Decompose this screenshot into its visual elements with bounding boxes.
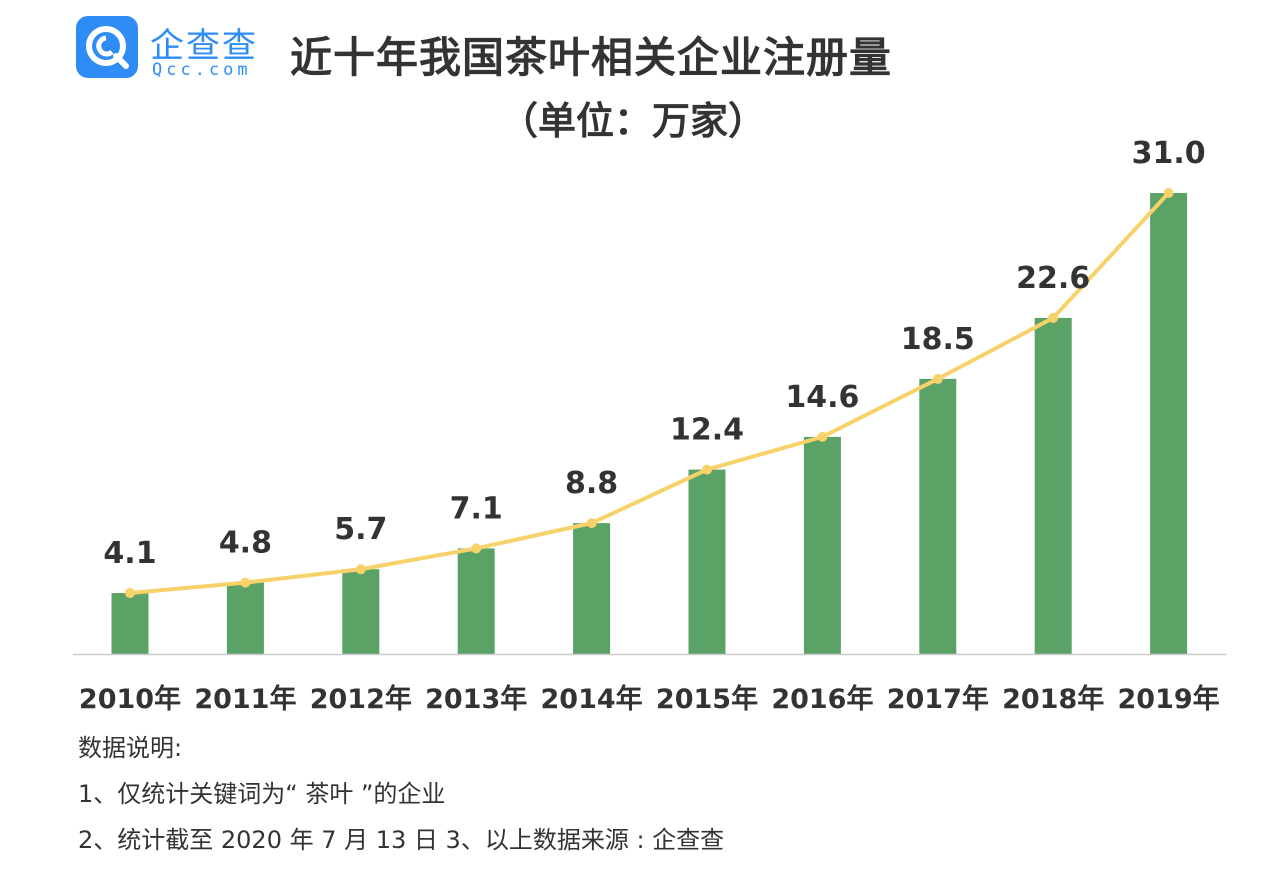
logo: 企查查 Qcc.com (76, 16, 276, 86)
note-item-2: 2、统计截至 2020 年 7 月 13 日 3、以上数据来源 : 企查查 (78, 826, 725, 854)
chart-title: 近十年我国茶叶相关企业注册量 (290, 33, 893, 82)
x-tick-label-3: 2013年 (425, 683, 527, 715)
bar-5 (688, 469, 726, 654)
value-label-1: 4.8 (219, 526, 272, 561)
bar-2 (342, 569, 380, 654)
logo-domain: Qcc.com (152, 60, 252, 80)
bar-chart: 4.1 4.8 5.7 7.1 8.8 12.4 14.6 18.5 22.6 31.0 2010年… (73, 136, 1226, 715)
bar-0 (111, 593, 149, 654)
bar-3 (457, 548, 495, 654)
value-label-9: 31.0 (1132, 136, 1206, 171)
chart-subtitle: （单位：万家） (500, 99, 767, 143)
trend-point-0 (125, 588, 135, 599)
trend-point-2 (355, 564, 366, 575)
qcc-logo-icon (76, 16, 138, 78)
bar-4 (573, 523, 611, 654)
x-tick-label-9: 2019年 (1118, 683, 1220, 715)
x-tick-label-8: 2018年 (1002, 683, 1104, 715)
value-label-6: 14.6 (785, 380, 859, 415)
trend-point-7 (932, 373, 943, 384)
value-label-5: 12.4 (670, 413, 744, 448)
value-label-4: 8.8 (565, 466, 618, 501)
bar-7 (919, 378, 957, 654)
trend-point-5 (702, 464, 712, 475)
value-label-8: 22.6 (1016, 261, 1090, 296)
trend-point-8 (1048, 312, 1059, 323)
trend-point-4 (586, 518, 597, 529)
trend-point-1 (240, 577, 251, 588)
x-tick-label-5: 2015年 (656, 683, 758, 715)
x-tick-label-2: 2012年 (310, 683, 412, 715)
logo-name: 企查查 (150, 26, 258, 66)
trend-line (129, 191, 1171, 596)
bar-8 (1034, 317, 1072, 654)
notes-heading: 数据说明: (78, 734, 183, 762)
x-tick-label-0: 2010年 (79, 683, 181, 715)
value-label-2: 5.7 (334, 512, 387, 547)
value-label-0: 4.1 (103, 536, 156, 571)
trend-point-9 (1163, 188, 1174, 198)
value-label-7: 18.5 (901, 322, 975, 357)
trend-point-3 (471, 543, 482, 554)
x-tick-label-1: 2011年 (194, 683, 296, 715)
note-item-1: 1、仅统计关键词为“ 茶叶 ”的企业 (78, 780, 446, 808)
trend-point-6 (817, 431, 828, 442)
x-tick-label-4: 2014年 (541, 683, 643, 715)
bar-1 (226, 582, 264, 654)
x-tick-label-6: 2016年 (771, 683, 873, 715)
x-tick-label-7: 2017年 (887, 683, 989, 715)
bar-9 (1150, 193, 1188, 654)
value-label-3: 7.1 (450, 491, 503, 526)
bar-6 (803, 436, 841, 654)
